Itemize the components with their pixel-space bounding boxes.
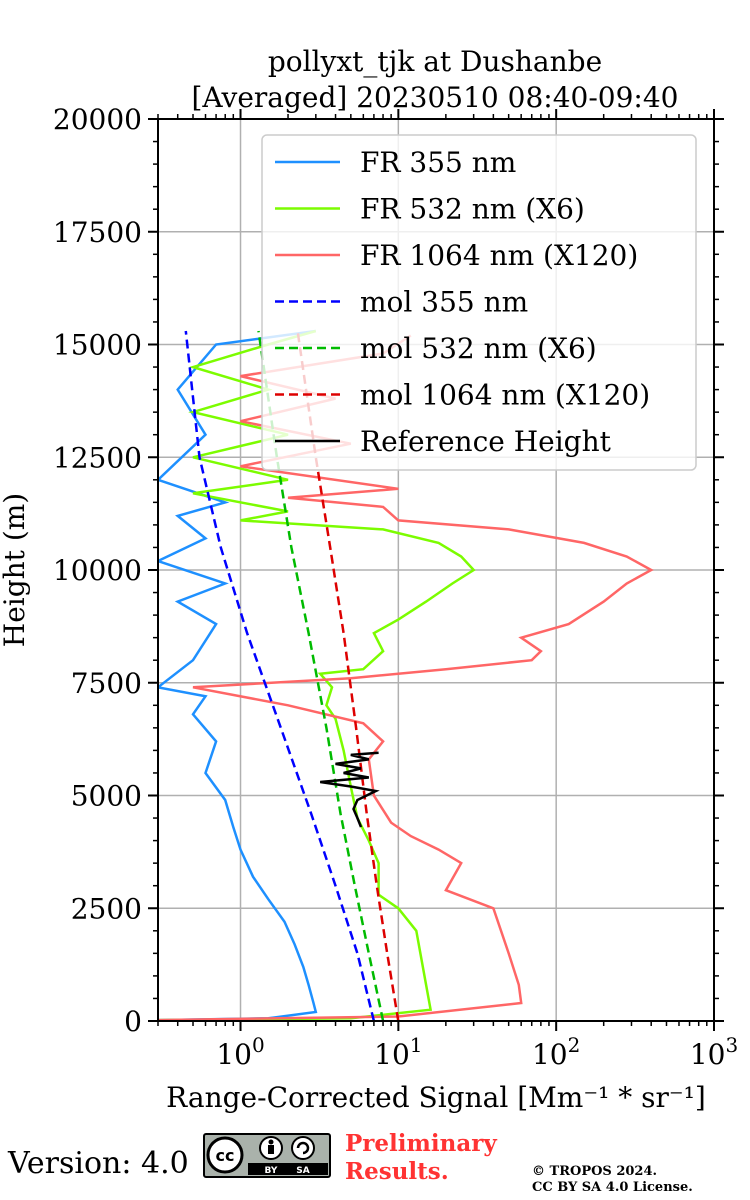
chart: pollyxt_tjk at Dushanbe [Averaged] 20230… [0, 45, 738, 1114]
legend-label-3: mol 355 nm [360, 286, 528, 319]
copyright-line2: CC BY SA 4.0 License. [532, 1180, 693, 1195]
copyright-notice: © TROPOS 2024. CC BY SA 4.0 License. [532, 1164, 693, 1196]
preliminary-line2: Results. [345, 1158, 449, 1185]
copyright-line1: © TROPOS 2024. [532, 1164, 658, 1179]
x-tick-label: 101 [374, 1033, 422, 1071]
y-tick-label: 5000 [71, 780, 142, 813]
legend-label-5: mol 1064 nm (X120) [360, 379, 650, 412]
series-line-5 [296, 330, 400, 1021]
tick-layer [148, 109, 724, 1031]
x-tick-label: 103 [690, 1033, 738, 1071]
y-tick-label: 10000 [53, 554, 142, 587]
y-tick-label: 20000 [53, 103, 142, 136]
sa-icon [291, 1136, 315, 1160]
x-tick-label: 100 [216, 1033, 264, 1071]
cc-license-badge[interactable]: cc BY SA [203, 1133, 331, 1178]
y-tick-labels: 0 2500 5000 7500 10000 12500 15000 17500 20000 [53, 103, 142, 1038]
version-label: Version: 4.0 [8, 1146, 189, 1181]
x-axis-label-units: [Mm⁻¹ * sr⁻¹] [517, 1081, 706, 1114]
y-tick-label: 17500 [53, 216, 142, 249]
y-tick-label: 0 [124, 1005, 142, 1038]
x-tick-labels: 100 101 102 103 [216, 1033, 738, 1071]
preliminary-line1: Preliminary [345, 1130, 497, 1157]
series-line-6 [320, 751, 380, 828]
legend-box [261, 134, 697, 471]
legend-label-2: FR 1064 nm (X120) [360, 239, 638, 272]
legend-label-6: Reference Height [360, 425, 612, 458]
legend: FR 355 nm FR 532 nm (X6) FR 1064 nm (X120)… [261, 134, 697, 471]
y-axis-label: Height (m) [0, 493, 31, 647]
cc-icon [206, 1136, 244, 1174]
x-axis-label-name: Range-Corrected Signal [166, 1081, 508, 1114]
series-line-4 [257, 330, 385, 1021]
legend-label-4: mol 532 nm (X6) [360, 332, 597, 365]
preliminary-notice: Preliminary Results. [345, 1130, 497, 1186]
series-layer [158, 329, 654, 1021]
x-axis-label: Range-Corrected Signal [Mm⁻¹ * sr⁻¹] [166, 1081, 706, 1114]
svg-text:SA: SA [296, 1166, 309, 1176]
y-tick-label: 15000 [53, 329, 142, 362]
legend-label-1: FR 532 nm (X6) [360, 193, 585, 226]
svg-text:cc: cc [216, 1146, 235, 1165]
chart-title-line1: pollyxt_tjk at Dushanbe [268, 45, 602, 78]
x-tick-label: 102 [532, 1033, 580, 1071]
legend-label-0: FR 355 nm [360, 146, 516, 179]
svg-text:BY: BY [265, 1166, 278, 1176]
y-tick-label: 7500 [71, 667, 142, 700]
chart-title-line2: [Averaged] 20230510 08:40-09:40 [192, 81, 679, 114]
y-tick-label: 2500 [71, 892, 142, 925]
series-line-0 [158, 329, 318, 1021]
y-tick-label: 12500 [53, 441, 142, 474]
